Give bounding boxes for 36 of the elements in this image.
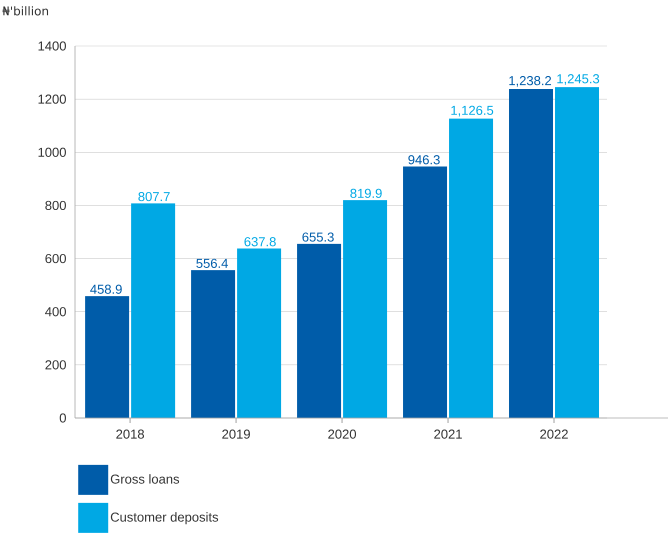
bar xyxy=(131,203,176,418)
data-label: 1,238.2 xyxy=(509,76,552,87)
data-label: 1,126.5 xyxy=(451,106,494,116)
data-label: 556.4 xyxy=(196,258,228,268)
y-tick-label: 1200 xyxy=(38,94,66,104)
x-tick-label: 2018 xyxy=(116,430,144,439)
y-tick-label: 1400 xyxy=(38,41,66,51)
y-tick-label: 800 xyxy=(45,200,66,210)
data-label: 1,245.3 xyxy=(557,74,600,85)
x-tick-label: 2019 xyxy=(222,430,250,439)
data-label: 655.3 xyxy=(302,232,334,242)
y-tick-label: 1000 xyxy=(38,148,66,157)
data-label: 458.9 xyxy=(90,284,122,294)
x-tick-label: 2021 xyxy=(434,430,462,439)
bar xyxy=(85,296,130,418)
x-tick-label: 2020 xyxy=(328,430,356,439)
bar xyxy=(449,118,494,418)
data-label: 946.3 xyxy=(408,155,440,164)
bar xyxy=(555,87,600,418)
y-tick-label: 0 xyxy=(60,413,66,423)
legend-label: Customer deposits xyxy=(110,512,218,524)
legend-label: Gross loans xyxy=(110,474,180,484)
y-tick-label: 400 xyxy=(45,307,66,316)
x-tick-label: 2022 xyxy=(540,430,568,439)
bar xyxy=(297,244,342,418)
y-axis-title: ₦'billion xyxy=(2,6,48,16)
data-label: 637.8 xyxy=(244,237,276,246)
bar xyxy=(403,166,448,418)
y-tick-label: 600 xyxy=(45,254,66,264)
bar xyxy=(237,248,282,418)
y-tick-label: 200 xyxy=(45,360,66,370)
bar xyxy=(343,200,388,418)
bar xyxy=(509,88,554,418)
data-label: 807.7 xyxy=(138,192,170,202)
data-label: 819.9 xyxy=(350,188,382,198)
bar xyxy=(191,270,236,418)
